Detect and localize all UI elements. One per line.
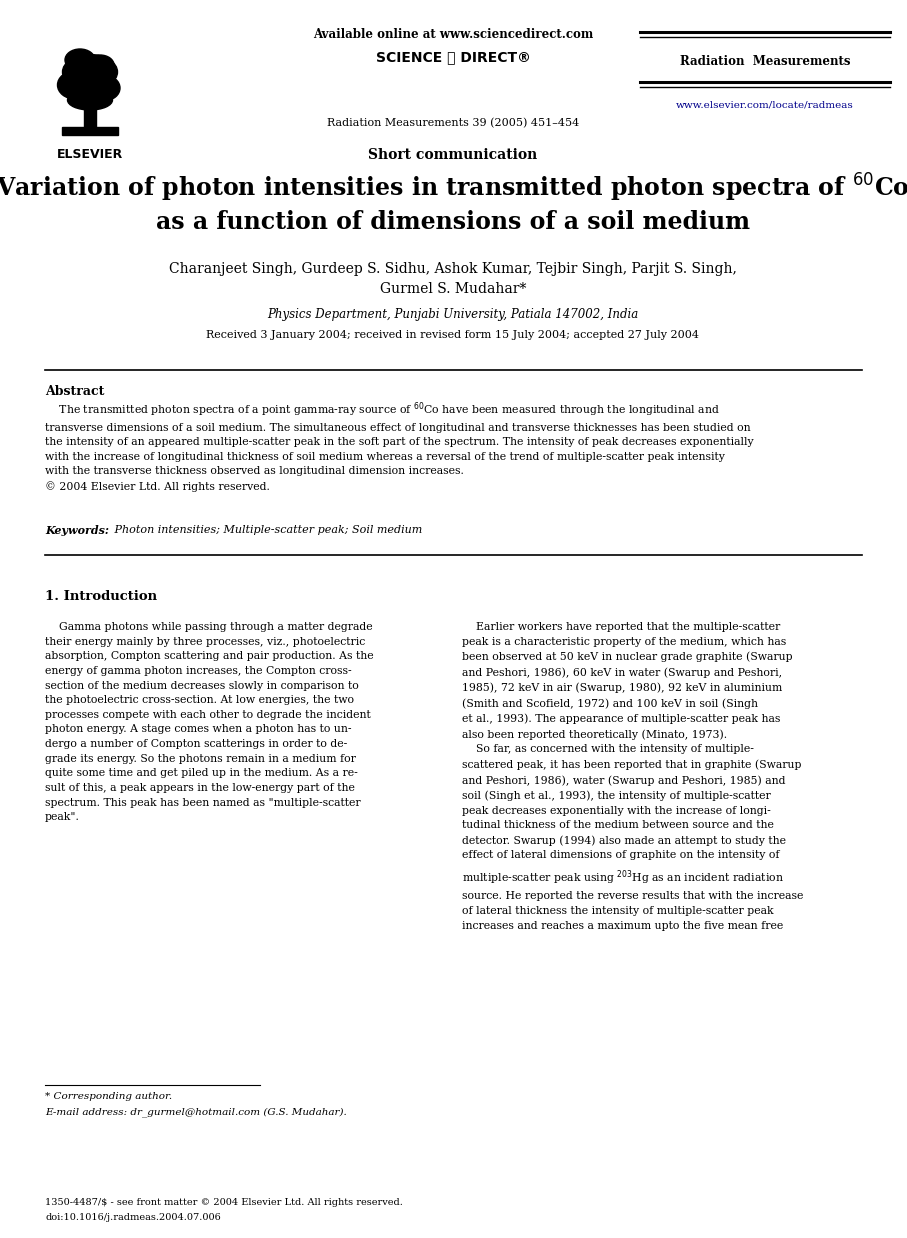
Text: Variation of photon intensities in transmitted photon spectra of $^{60}$Co: Variation of photon intensities in trans…	[0, 172, 907, 204]
Ellipse shape	[90, 76, 120, 100]
Text: Keywords:: Keywords:	[45, 525, 109, 536]
Text: Gurmel S. Mudahar*: Gurmel S. Mudahar*	[380, 282, 526, 296]
Ellipse shape	[57, 71, 93, 99]
Text: 1. Introduction: 1. Introduction	[45, 591, 157, 603]
Text: Physics Department, Punjabi University, Patiala 147002, India: Physics Department, Punjabi University, …	[268, 308, 639, 321]
Bar	[62, 128, 118, 135]
Text: Photon intensities; Multiple-scatter peak; Soil medium: Photon intensities; Multiple-scatter pea…	[111, 525, 423, 535]
Text: ELSEVIER: ELSEVIER	[57, 149, 123, 161]
Text: Radiation  Measurements: Radiation Measurements	[679, 54, 850, 68]
Text: The transmitted photon spectra of a point gamma-ray source of $^{60}$Co have bee: The transmitted photon spectra of a poin…	[45, 400, 754, 491]
Text: Radiation Measurements 39 (2005) 451–454: Radiation Measurements 39 (2005) 451–454	[327, 118, 580, 129]
Bar	[84, 108, 96, 128]
Text: Earlier workers have reported that the multiple-scatter
peak is a characteristic: Earlier workers have reported that the m…	[462, 621, 804, 931]
Text: Charanjeet Singh, Gurdeep S. Sidhu, Ashok Kumar, Tejbir Singh, Parjit S. Singh,: Charanjeet Singh, Gurdeep S. Sidhu, Asho…	[169, 262, 736, 276]
Text: as a function of dimensions of a soil medium: as a function of dimensions of a soil me…	[156, 210, 750, 234]
Text: www.elsevier.com/locate/radmeas: www.elsevier.com/locate/radmeas	[676, 100, 853, 109]
Text: * Corresponding author.: * Corresponding author.	[45, 1092, 172, 1101]
Text: Received 3 January 2004; received in revised form 15 July 2004; accepted 27 July: Received 3 January 2004; received in rev…	[207, 331, 699, 340]
Text: Available online at www.sciencedirect.com: Available online at www.sciencedirect.co…	[313, 28, 593, 41]
Text: Short communication: Short communication	[368, 149, 538, 162]
Text: SCIENCE ⓓ DIRECT®: SCIENCE ⓓ DIRECT®	[375, 50, 531, 64]
Text: E-mail address: dr_gurmel@hotmail.com (G.S. Mudahar).: E-mail address: dr_gurmel@hotmail.com (G…	[45, 1107, 346, 1117]
Ellipse shape	[67, 90, 112, 110]
Text: doi:10.1016/j.radmeas.2004.07.006: doi:10.1016/j.radmeas.2004.07.006	[45, 1213, 220, 1222]
Text: Gamma photons while passing through a matter degrade
their energy mainly by thre: Gamma photons while passing through a ma…	[45, 621, 374, 822]
Text: 1350-4487/$ - see front matter © 2004 Elsevier Ltd. All rights reserved.: 1350-4487/$ - see front matter © 2004 El…	[45, 1198, 403, 1207]
Ellipse shape	[65, 50, 95, 71]
Text: Abstract: Abstract	[45, 385, 104, 397]
Ellipse shape	[63, 54, 118, 89]
Ellipse shape	[86, 54, 114, 76]
